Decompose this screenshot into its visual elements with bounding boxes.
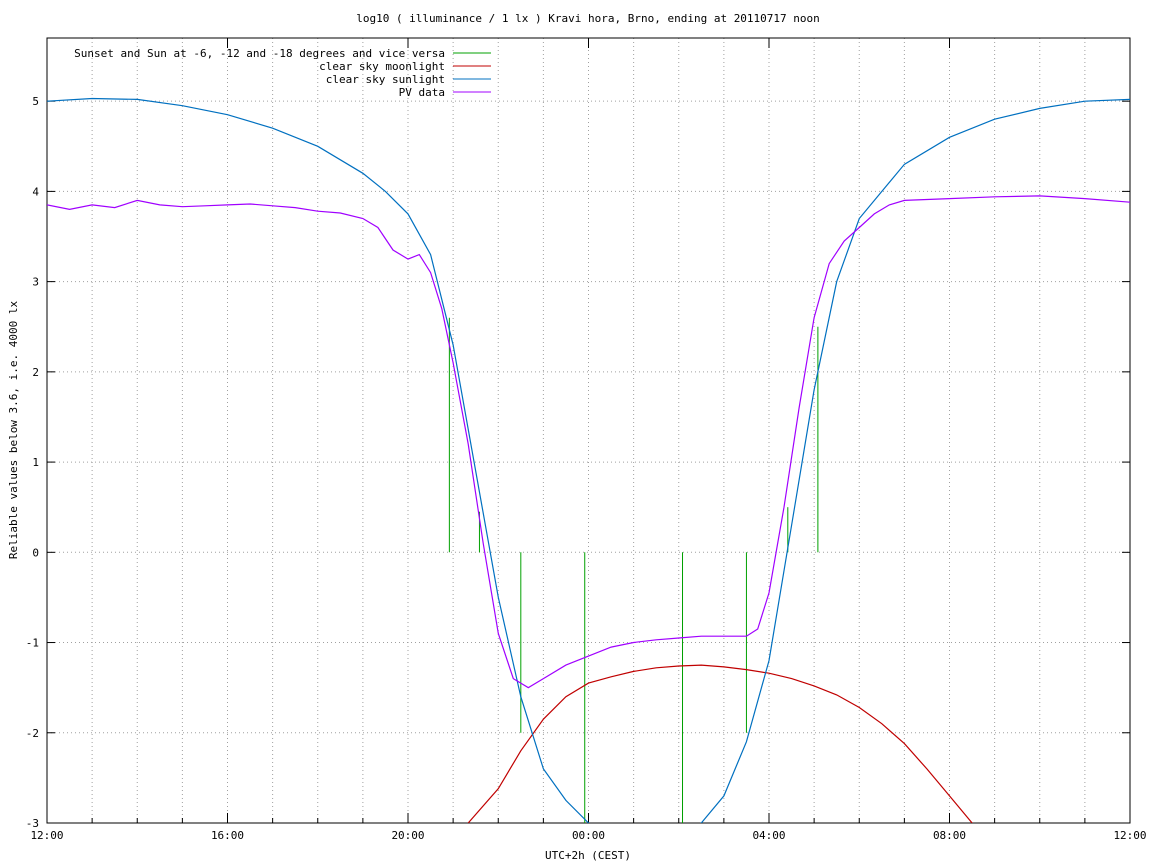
- x-tick-label: 20:00: [391, 829, 424, 842]
- y-tick-label: -1: [26, 637, 39, 650]
- legend-label: clear sky sunlight: [326, 73, 445, 86]
- y-axis-label: Reliable values below 3.6, i.e. 4000 lx: [7, 300, 20, 559]
- series-line-1: [467, 664, 973, 823]
- legend-label: PV data: [399, 86, 445, 99]
- y-axis: -3 -2 -1 0 1 2 3 4 5: [26, 95, 1130, 830]
- legend-label: Sunset and Sun at -6, -12 and -18 degree…: [74, 47, 445, 60]
- series-line-3: [47, 195, 1130, 689]
- y-tick-label: -2: [26, 727, 39, 740]
- grid: [47, 38, 1130, 824]
- x-tick-label: 08:00: [933, 829, 966, 842]
- legend-label: clear sky moonlight: [319, 60, 445, 73]
- x-tick-label: 16:00: [211, 829, 244, 842]
- y-tick-label: 0: [32, 546, 39, 559]
- x-tick-label: 00:00: [572, 829, 605, 842]
- legend: Sunset and Sun at -6, -12 and -18 degree…: [74, 47, 491, 99]
- series-line-2: [47, 97, 1130, 823]
- y-tick-label: 2: [32, 366, 39, 379]
- x-axis: 12:00 16:00 20:00 00:00 04:00 08:00 12:00: [30, 38, 1147, 842]
- x-axis-label: UTC+2h (CEST): [545, 849, 631, 862]
- x-tick-label: 04:00: [752, 829, 785, 842]
- plot-area: [47, 97, 1130, 823]
- series-group: [47, 97, 1130, 823]
- y-tick-label: 5: [32, 95, 39, 108]
- x-tick-label: 12:00: [1113, 829, 1146, 842]
- y-tick-label: 1: [32, 456, 39, 469]
- y-tick-label: 4: [32, 185, 39, 198]
- x-tick-label: 12:00: [30, 829, 63, 842]
- y-tick-label: 3: [32, 276, 39, 289]
- chart-title: log10 ( illuminance / 1 lx ) Kravi hora,…: [356, 12, 820, 25]
- y-tick-label: -3: [26, 817, 39, 830]
